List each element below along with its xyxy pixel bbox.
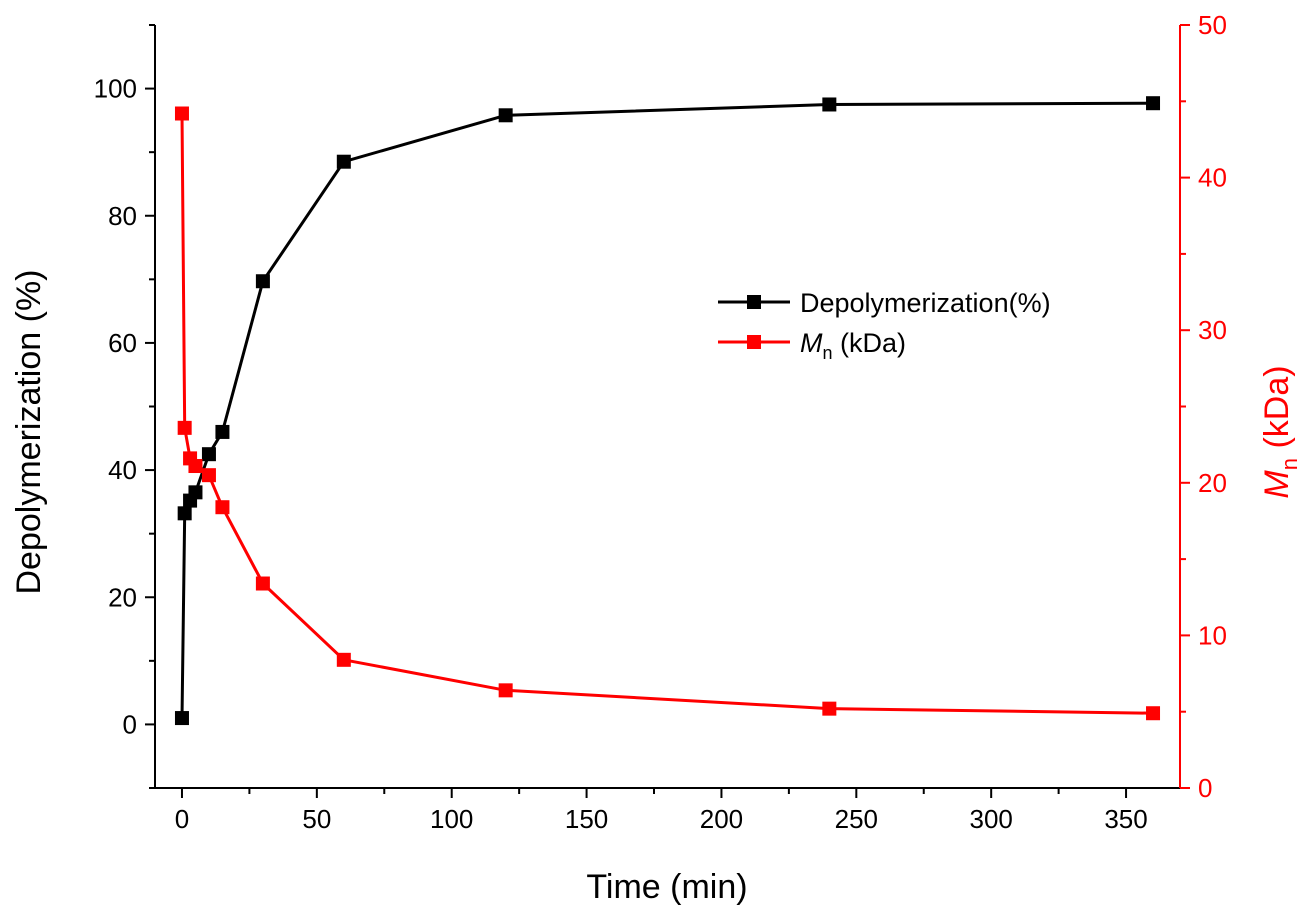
data-point-depolymerization [336,154,351,169]
data-point-mn [255,576,270,591]
legend: Depolymerization(%) Mn (kDa) [718,288,1051,363]
left-y-axis: 0 20 40 60 80 100 [94,24,156,789]
right-y-tick-label: 50 [1198,10,1227,40]
series-line-depolymerization [180,101,1154,719]
x-axis: 0 50 100 150 200 250 300 350 [155,787,1180,834]
series-mn [174,106,1161,721]
x-tick-label: 300 [969,804,1012,834]
legend-marker-depolymerization [747,295,761,309]
data-point-mn [336,652,351,667]
data-point-mn [188,459,203,474]
data-point-depolymerization [215,424,230,439]
x-tick-label: 150 [565,804,608,834]
data-point-mn [1146,706,1161,721]
series-line-mn [180,113,1154,715]
x-tick-label: 100 [430,804,473,834]
right-y-tick-label: 20 [1198,468,1227,498]
left-y-axis-title: Depolymerization (%) [10,270,48,595]
left-y-tick-label: 40 [108,455,137,485]
data-point-depolymerization [255,274,270,289]
data-point-mn [822,701,837,716]
right-y-axis-title: Mn (kDa) [1258,365,1302,498]
left-y-tick-label: 20 [108,582,137,612]
series-depolymerization [174,96,1161,726]
data-point-depolymerization [174,711,189,726]
x-tick-label: 250 [835,804,878,834]
x-tick-label: 200 [700,804,743,834]
legend-label-mn-unit: (kDa) [833,328,907,358]
right-y-tick-label: 40 [1198,163,1227,193]
data-point-mn [174,106,189,121]
legend-item-mn: Mn (kDa) [718,328,906,363]
data-point-depolymerization [1146,96,1161,111]
legend-label-mn-symbol: M [800,328,823,358]
x-axis-title: Time (min) [586,868,747,906]
legend-item-depolymerization: Depolymerization(%) [718,288,1051,318]
right-y-tick-label: 30 [1198,315,1227,345]
data-point-depolymerization [822,97,837,112]
right-y-tick-label: 10 [1198,620,1227,650]
left-y-tick-label: 80 [108,201,137,231]
data-point-depolymerization [188,485,203,500]
data-point-mn [177,420,192,435]
legend-label-mn: Mn (kDa) [800,328,906,363]
data-point-depolymerization [177,506,192,521]
right-y-axis: 0 10 20 30 40 50 [1179,10,1227,803]
right-y-tick-label: 0 [1198,773,1212,803]
data-point-mn [215,500,230,515]
right-y-axis-title-subscript: n [1277,458,1302,470]
left-y-tick-label: 100 [94,74,137,104]
data-point-mn [498,683,513,698]
data-point-depolymerization [201,447,216,462]
data-point-depolymerization [498,108,513,123]
x-tick-label: 350 [1104,804,1147,834]
legend-label-depolymerization: Depolymerization(%) [800,288,1051,318]
data-point-mn [201,468,216,483]
left-y-tick-label: 0 [123,709,137,739]
left-y-tick-label: 60 [108,328,137,358]
legend-marker-mn [747,335,761,349]
legend-label-mn-subscript: n [823,343,833,363]
right-y-axis-title-unit: (kDa) [1258,365,1296,458]
x-tick-label: 50 [302,804,331,834]
right-y-axis-title-symbol: M [1258,470,1296,499]
x-tick-label: 0 [175,804,189,834]
